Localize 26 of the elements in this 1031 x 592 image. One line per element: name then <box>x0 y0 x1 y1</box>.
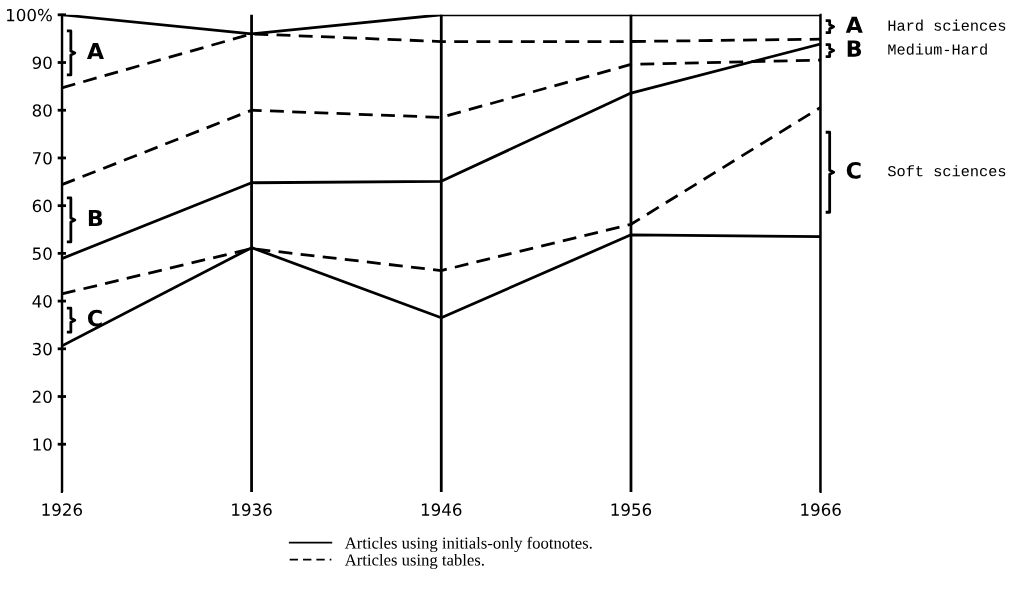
annotation: A <box>86 42 104 60</box>
y-tick-label: 30 <box>32 342 52 356</box>
y-tick-label: 100% <box>7 8 52 22</box>
y-tick-label: 80 <box>32 104 52 117</box>
text: Soft sciences <box>887 165 1006 177</box>
annotation: B <box>88 209 103 227</box>
x-tick-label: 1966 <box>801 503 841 516</box>
y-tick-label: 90 <box>32 56 52 70</box>
text: Medium-Hard <box>888 43 987 55</box>
legend-label: Articles using initials-only footnotes. <box>344 536 592 553</box>
text: Hard sciences <box>888 19 1006 31</box>
x-tick-label: 1956 <box>611 503 652 516</box>
y-tick-label: 70 <box>32 151 52 165</box>
y-tick-label: 10 <box>33 438 52 451</box>
x-tick-label: 1946 <box>421 503 462 516</box>
text: C <box>846 161 861 179</box>
x-tick-label: 1936 <box>232 503 272 516</box>
y-tick-label: 60 <box>32 199 52 213</box>
x-tick-label: 1926 <box>42 503 83 516</box>
text: B <box>847 40 862 57</box>
y-tick-label: 20 <box>32 390 52 404</box>
legend-label: Articles using tables. <box>344 553 484 570</box>
annotation: C <box>87 309 102 327</box>
text: A <box>845 16 863 33</box>
y-tick-label: 50 <box>32 247 52 260</box>
y-tick-label: 40 <box>32 295 52 308</box>
